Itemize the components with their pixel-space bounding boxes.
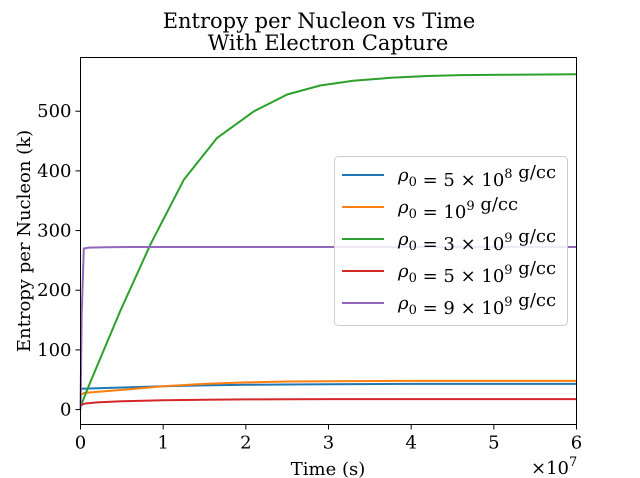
series-line-3	[79, 73, 577, 407]
x-multiplier-base: ×10	[531, 458, 569, 478]
ticks-layer: 0 1 2 3 4 5 6 0 100 200 300 400 500	[37, 101, 582, 453]
x-tick-label: 2	[240, 433, 251, 454]
chart-title: Entropy per Nucleon vs Time	[163, 9, 476, 33]
y-axis-label: Entropy per Nucleon (k)	[14, 130, 35, 352]
x-multiplier-exponent: 7	[569, 455, 577, 470]
y-tick-label: 300	[37, 221, 71, 242]
x-axis-multiplier: ×107	[531, 455, 577, 478]
x-tick-label: 5	[488, 433, 499, 454]
legend-label-3: ρ0 = 3 × 109 g/cc	[397, 226, 556, 255]
x-axis-label: Time (s)	[291, 459, 366, 478]
legend-label-1: ρ0 = 5 × 108 g/cc	[397, 162, 556, 191]
y-tick-label: 100	[37, 340, 71, 361]
y-tick-label: 0	[60, 400, 71, 421]
legend: ρ0 = 5 × 108 g/cc ρ0 = 109 g/cc ρ0 = 3 × 1…	[334, 156, 568, 326]
y-tick-label: 400	[37, 161, 71, 182]
x-tick-label: 4	[405, 433, 416, 454]
y-tick-label: 500	[37, 101, 71, 122]
series-line-2	[80, 379, 577, 396]
series-line-1	[80, 382, 577, 390]
y-tick-label: 200	[37, 280, 71, 301]
chart-subtitle: With Electron Capture	[208, 31, 449, 55]
x-tick-label: 6	[571, 433, 582, 454]
x-tick-label: 1	[157, 433, 168, 454]
legend-box	[334, 156, 568, 326]
series-layer	[79, 73, 577, 410]
legend-label-5: ρ0 = 9 × 109 g/cc	[397, 290, 556, 319]
legend-label-4: ρ0 = 5 × 109 g/cc	[397, 258, 556, 287]
legend-items: ρ0 = 5 × 108 g/cc ρ0 = 109 g/cc ρ0 = 3 × 1…	[342, 162, 556, 319]
legend-label-2: ρ0 = 109 g/cc	[397, 194, 518, 223]
x-tick-label: 3	[323, 433, 334, 454]
plot-frame	[80, 57, 577, 425]
series-line-4	[80, 398, 577, 407]
x-tick-label: 0	[75, 433, 86, 454]
